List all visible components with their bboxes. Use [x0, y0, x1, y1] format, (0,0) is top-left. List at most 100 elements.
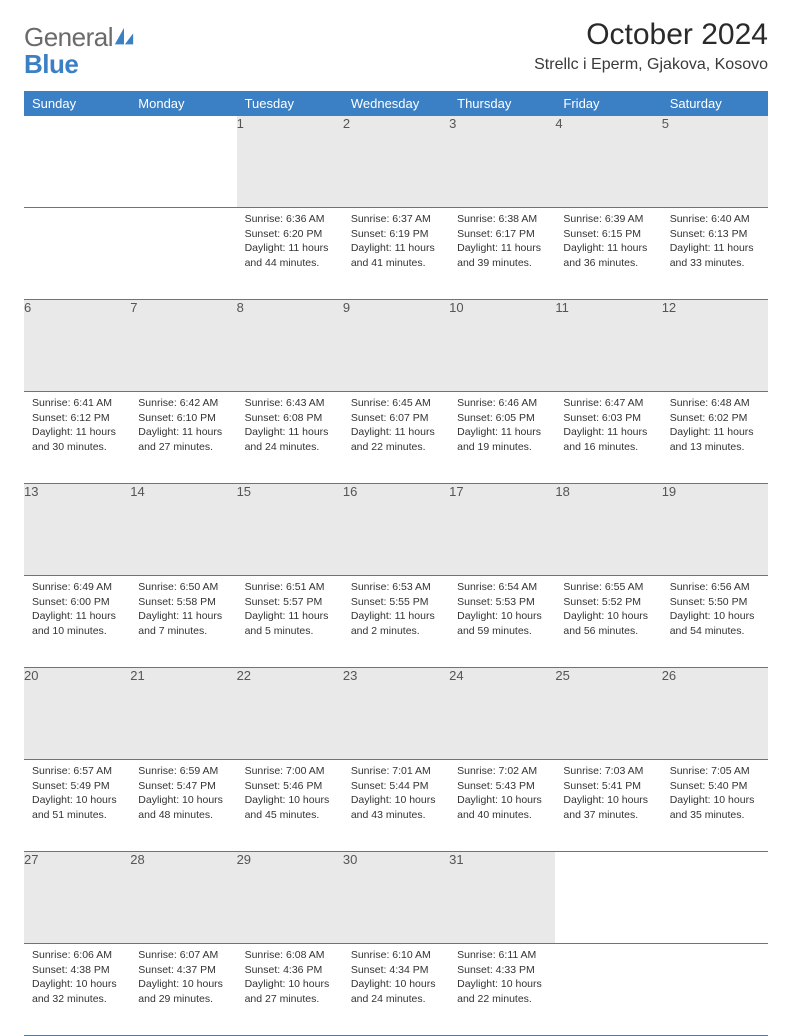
day-cell: Sunrise: 6:53 AMSunset: 5:55 PMDaylight:… [343, 576, 449, 668]
day-cell-body: Sunrise: 6:56 AMSunset: 5:50 PMDaylight:… [662, 576, 768, 643]
sunset-line: Sunset: 6:12 PM [32, 411, 122, 426]
day-number-cell: 15 [237, 484, 343, 576]
sunrise-line: Sunrise: 7:00 AM [245, 764, 335, 779]
day-number-cell: 13 [24, 484, 130, 576]
sunset-line: Sunset: 5:55 PM [351, 595, 441, 610]
day-number-cell: 22 [237, 668, 343, 760]
day-cell-body: Sunrise: 6:37 AMSunset: 6:19 PMDaylight:… [343, 208, 449, 275]
sunset-line: Sunset: 6:10 PM [138, 411, 228, 426]
sunrise-line: Sunrise: 6:08 AM [245, 948, 335, 963]
sunset-line: Sunset: 4:33 PM [457, 963, 547, 978]
sunrise-line: Sunrise: 6:38 AM [457, 212, 547, 227]
day-cell: Sunrise: 7:03 AMSunset: 5:41 PMDaylight:… [555, 760, 661, 852]
day-number-cell: 27 [24, 852, 130, 944]
sunrise-line: Sunrise: 6:54 AM [457, 580, 547, 595]
day-cell: Sunrise: 7:00 AMSunset: 5:46 PMDaylight:… [237, 760, 343, 852]
sunrise-line: Sunrise: 6:36 AM [245, 212, 335, 227]
day-cell-body: Sunrise: 6:07 AMSunset: 4:37 PMDaylight:… [130, 944, 236, 1011]
day-number-cell: 10 [449, 300, 555, 392]
day-cell-body: Sunrise: 7:01 AMSunset: 5:44 PMDaylight:… [343, 760, 449, 827]
day-cell: Sunrise: 6:55 AMSunset: 5:52 PMDaylight:… [555, 576, 661, 668]
sunrise-line: Sunrise: 6:39 AM [563, 212, 653, 227]
daylight-line: Daylight: 11 hours and 22 minutes. [351, 425, 441, 454]
day-cell-body: Sunrise: 6:45 AMSunset: 6:07 PMDaylight:… [343, 392, 449, 459]
day-cell-body: Sunrise: 6:57 AMSunset: 5:49 PMDaylight:… [24, 760, 130, 827]
sunrise-line: Sunrise: 6:59 AM [138, 764, 228, 779]
day-cell-body: Sunrise: 6:46 AMSunset: 6:05 PMDaylight:… [449, 392, 555, 459]
day-number-row: 20212223242526 [24, 668, 768, 760]
day-cell: Sunrise: 7:01 AMSunset: 5:44 PMDaylight:… [343, 760, 449, 852]
sunrise-line: Sunrise: 6:53 AM [351, 580, 441, 595]
daylight-line: Daylight: 11 hours and 44 minutes. [245, 241, 335, 270]
sunset-line: Sunset: 5:43 PM [457, 779, 547, 794]
sunrise-line: Sunrise: 7:03 AM [563, 764, 653, 779]
weekday-header: Monday [130, 91, 236, 116]
day-cell-body: Sunrise: 6:41 AMSunset: 6:12 PMDaylight:… [24, 392, 130, 459]
day-cell: Sunrise: 6:43 AMSunset: 6:08 PMDaylight:… [237, 392, 343, 484]
daylight-line: Daylight: 10 hours and 56 minutes. [563, 609, 653, 638]
day-number-cell: 21 [130, 668, 236, 760]
day-cell: Sunrise: 6:11 AMSunset: 4:33 PMDaylight:… [449, 944, 555, 1036]
sunset-line: Sunset: 6:07 PM [351, 411, 441, 426]
daylight-line: Daylight: 11 hours and 30 minutes. [32, 425, 122, 454]
calendar-table: SundayMondayTuesdayWednesdayThursdayFrid… [24, 91, 768, 1036]
daylight-line: Daylight: 11 hours and 5 minutes. [245, 609, 335, 638]
daylight-line: Daylight: 11 hours and 19 minutes. [457, 425, 547, 454]
daylight-line: Daylight: 10 hours and 54 minutes. [670, 609, 760, 638]
day-cell-body: Sunrise: 6:49 AMSunset: 6:00 PMDaylight:… [24, 576, 130, 643]
day-cell: Sunrise: 6:49 AMSunset: 6:00 PMDaylight:… [24, 576, 130, 668]
day-cell-body: Sunrise: 7:02 AMSunset: 5:43 PMDaylight:… [449, 760, 555, 827]
daylight-line: Daylight: 11 hours and 7 minutes. [138, 609, 228, 638]
day-number-cell: 18 [555, 484, 661, 576]
sunset-line: Sunset: 5:41 PM [563, 779, 653, 794]
daylight-line: Daylight: 10 hours and 59 minutes. [457, 609, 547, 638]
day-cell: Sunrise: 6:36 AMSunset: 6:20 PMDaylight:… [237, 208, 343, 300]
day-number-cell: 16 [343, 484, 449, 576]
day-cell-body: Sunrise: 6:42 AMSunset: 6:10 PMDaylight:… [130, 392, 236, 459]
title-block: October 2024 Strellc i Eperm, Gjakova, K… [534, 18, 768, 74]
daylight-line: Daylight: 11 hours and 2 minutes. [351, 609, 441, 638]
day-cell-body: Sunrise: 6:48 AMSunset: 6:02 PMDaylight:… [662, 392, 768, 459]
day-number-cell: 3 [449, 116, 555, 208]
day-cell-body: Sunrise: 6:39 AMSunset: 6:15 PMDaylight:… [555, 208, 661, 275]
brand-text: GeneralBlue [24, 24, 135, 79]
sunrise-line: Sunrise: 6:42 AM [138, 396, 228, 411]
day-number-cell [555, 852, 661, 944]
daylight-line: Daylight: 10 hours and 48 minutes. [138, 793, 228, 822]
day-number-cell: 9 [343, 300, 449, 392]
daylight-line: Daylight: 10 hours and 35 minutes. [670, 793, 760, 822]
day-number-cell: 2 [343, 116, 449, 208]
sunrise-line: Sunrise: 6:11 AM [457, 948, 547, 963]
month-title: October 2024 [534, 18, 768, 52]
calendar-head: SundayMondayTuesdayWednesdayThursdayFrid… [24, 91, 768, 116]
day-cell: Sunrise: 7:02 AMSunset: 5:43 PMDaylight:… [449, 760, 555, 852]
daylight-line: Daylight: 11 hours and 41 minutes. [351, 241, 441, 270]
day-number-cell: 11 [555, 300, 661, 392]
sunset-line: Sunset: 6:00 PM [32, 595, 122, 610]
sunset-line: Sunset: 5:52 PM [563, 595, 653, 610]
sunrise-line: Sunrise: 7:05 AM [670, 764, 760, 779]
daylight-line: Daylight: 10 hours and 51 minutes. [32, 793, 122, 822]
day-number-cell: 31 [449, 852, 555, 944]
weekday-header: Saturday [662, 91, 768, 116]
daylight-line: Daylight: 10 hours and 37 minutes. [563, 793, 653, 822]
day-number-cell [24, 116, 130, 208]
sunrise-line: Sunrise: 6:48 AM [670, 396, 760, 411]
day-cell-body: Sunrise: 6:50 AMSunset: 5:58 PMDaylight:… [130, 576, 236, 643]
sunset-line: Sunset: 4:38 PM [32, 963, 122, 978]
sunset-line: Sunset: 6:15 PM [563, 227, 653, 242]
day-cell: Sunrise: 6:37 AMSunset: 6:19 PMDaylight:… [343, 208, 449, 300]
sunrise-line: Sunrise: 7:02 AM [457, 764, 547, 779]
daylight-line: Daylight: 10 hours and 29 minutes. [138, 977, 228, 1006]
day-cell-body: Sunrise: 6:40 AMSunset: 6:13 PMDaylight:… [662, 208, 768, 275]
day-number-cell: 29 [237, 852, 343, 944]
day-cell-body: Sunrise: 6:59 AMSunset: 5:47 PMDaylight:… [130, 760, 236, 827]
day-number-cell: 7 [130, 300, 236, 392]
sunset-line: Sunset: 5:57 PM [245, 595, 335, 610]
sunrise-line: Sunrise: 6:10 AM [351, 948, 441, 963]
day-cell-body: Sunrise: 6:08 AMSunset: 4:36 PMDaylight:… [237, 944, 343, 1011]
sunset-line: Sunset: 5:47 PM [138, 779, 228, 794]
sunset-line: Sunset: 6:17 PM [457, 227, 547, 242]
sunset-line: Sunset: 6:03 PM [563, 411, 653, 426]
day-cell: Sunrise: 6:10 AMSunset: 4:34 PMDaylight:… [343, 944, 449, 1036]
